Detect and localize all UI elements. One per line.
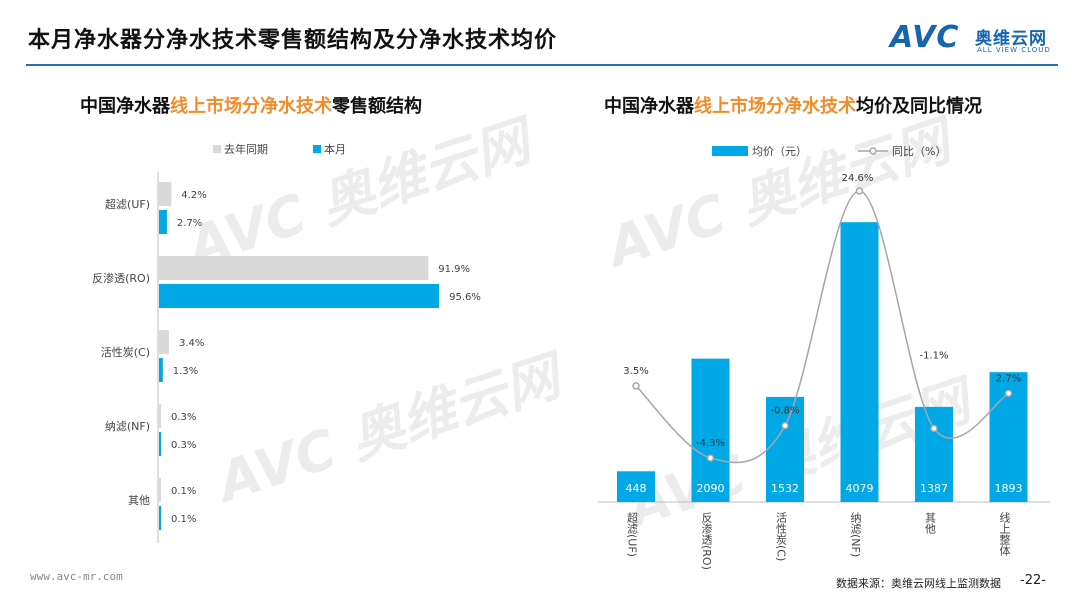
- left-title-part-1: 中国净水器: [80, 96, 170, 117]
- data-label-current: 1.3%: [173, 366, 198, 377]
- point-yoy: [1004, 389, 1013, 398]
- data-label-last-year: 0.1%: [171, 486, 196, 497]
- data-label-yoy: 2.7%: [996, 373, 1021, 384]
- data-label-avg-price: 1387: [920, 482, 948, 495]
- data-label-current: 0.3%: [171, 440, 196, 451]
- category-label: 反渗透(RO): [700, 512, 713, 570]
- data-label-last-year: 91.9%: [438, 264, 470, 275]
- legend-swatch-last-year: [213, 145, 221, 153]
- category-label: 活性炭(C): [775, 512, 788, 562]
- right-chart-title: 中国净水器线上市场分净水技术均价及同比情况: [604, 92, 982, 118]
- bar-last-year: [159, 182, 172, 206]
- legend-label-last-year: 去年同期: [224, 142, 268, 156]
- bar-current: [159, 506, 161, 530]
- category-label: 其他: [128, 494, 150, 507]
- bar-current: [159, 210, 167, 234]
- data-label-yoy: -1.1%: [919, 350, 948, 361]
- point-yoy: [781, 421, 789, 430]
- data-label-avg-price: 4079: [846, 482, 874, 495]
- bar-avg-price: [691, 358, 730, 502]
- legend-label-yoy: 同比（%）: [892, 145, 946, 158]
- data-label-current: 0.1%: [171, 514, 196, 525]
- data-label-avg-price: 1893: [995, 482, 1023, 495]
- right-title-highlight: 线上市场分净水技术: [694, 96, 856, 117]
- header: 本月净水器分净水技术零售额结构及分净水技术均价 AVC 奥维云网 ALL VIE…: [0, 0, 1080, 70]
- right-title-part-3: 均价及同比情况: [856, 96, 982, 117]
- data-label-last-year: 0.3%: [171, 412, 196, 423]
- title-divider: [26, 64, 1058, 66]
- logo-cn: 奥维云网: [975, 29, 1047, 49]
- data-label-last-year: 4.2%: [181, 190, 206, 201]
- bar-last-year: [159, 256, 429, 280]
- left-chart-title: 中国净水器线上市场分净水技术零售额结构: [80, 92, 422, 118]
- category-label: 纳滤(NF): [849, 512, 862, 557]
- avc-logo: AVC 奥维云网 ALL VIEW CLOUD: [880, 20, 1060, 60]
- point-yoy: [855, 187, 864, 195]
- data-label-avg-price: 2090: [697, 482, 725, 495]
- data-label-yoy: -0.8%: [770, 406, 799, 417]
- legend-marker-yoy: [869, 147, 877, 155]
- data-label-yoy: 24.6%: [842, 173, 874, 184]
- bar-current: [159, 358, 163, 382]
- category-label: 其他: [924, 512, 937, 534]
- legend-label-avg-price: 均价（元）: [752, 145, 807, 158]
- bar-avg-price: [766, 396, 804, 502]
- logo-mark: AVC: [890, 20, 960, 55]
- bar-last-year: [159, 404, 161, 428]
- point-yoy: [632, 382, 640, 390]
- page-title: 本月净水器分净水技术零售额结构及分净水技术均价: [28, 28, 558, 53]
- category-label: 纳滤(NF): [105, 420, 150, 433]
- category-label: 线上整体: [998, 511, 1011, 556]
- bar-last-year: [159, 478, 161, 502]
- category-label: 反渗透(RO): [92, 271, 150, 285]
- left-title-highlight: 线上市场分净水技术: [170, 96, 332, 117]
- data-source: 数据来源：奥维云网线上监测数据: [836, 577, 1001, 590]
- bar-current: [159, 432, 161, 456]
- footer-url: www.avc-mr.com: [30, 570, 123, 583]
- data-label-avg-price: 448: [626, 482, 647, 495]
- bar-avg-price: [617, 471, 655, 502]
- data-label-current: 2.7%: [177, 218, 202, 229]
- page-number: -22-: [1020, 573, 1046, 588]
- category-label: 超滤(UF): [105, 197, 150, 211]
- left-title-part-3: 零售额结构: [332, 96, 422, 117]
- data-label-yoy: -4.3%: [696, 438, 725, 449]
- bar-current: [159, 284, 440, 308]
- data-label-current: 95.6%: [449, 292, 481, 303]
- right-title-part-1: 中国净水器: [604, 96, 694, 117]
- logo-en: ALL VIEW CLOUD: [977, 46, 1051, 54]
- bar-avg-price: [915, 406, 953, 502]
- point-yoy: [706, 454, 715, 462]
- legend-swatch-avg-price: [712, 146, 748, 156]
- bar-avg-price: [840, 222, 879, 502]
- point-yoy: [930, 424, 938, 433]
- legend-label-current: 本月: [324, 142, 346, 156]
- data-label-yoy: 3.5%: [623, 366, 648, 377]
- data-label-last-year: 3.4%: [179, 338, 204, 349]
- data-label-avg-price: 1532: [771, 482, 799, 495]
- category-label: 超滤(UF): [626, 511, 639, 557]
- legend-swatch-current: [313, 145, 321, 153]
- category-label: 活性炭(C): [101, 345, 150, 359]
- bar-last-year: [159, 330, 169, 354]
